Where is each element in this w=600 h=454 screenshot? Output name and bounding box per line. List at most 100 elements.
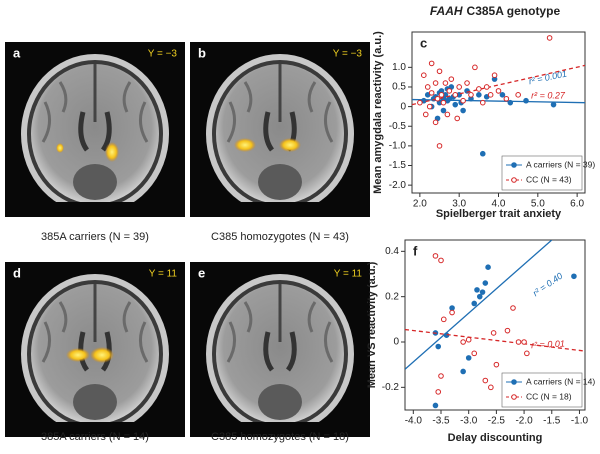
x-tick-label: -4.0 [405, 416, 423, 427]
point [456, 84, 462, 90]
x-tick-label: -1.0 [571, 416, 589, 427]
point [468, 92, 474, 98]
point [422, 111, 429, 118]
panel-caption: 385A carriers (N = 39) [41, 231, 149, 243]
legend-label: A carriers (N = 39) [526, 159, 595, 169]
legend-label: A carriers (N = 14) [526, 376, 595, 386]
point [442, 80, 449, 86]
point [435, 343, 442, 350]
point [471, 300, 478, 307]
slice-coordinate: Y = 11 [334, 269, 363, 280]
point [460, 339, 466, 345]
x-tick-label: 5.0 [531, 199, 545, 210]
point [499, 92, 506, 98]
point [428, 90, 435, 96]
fit-line [405, 328, 585, 352]
point [454, 115, 461, 122]
y-tick-label: 0.5 [392, 82, 406, 93]
point [428, 60, 435, 67]
point [420, 72, 427, 78]
brain-panel-e [190, 262, 370, 437]
point [432, 119, 439, 126]
figure-title: FAAH C385A genotype [430, 4, 561, 18]
point [476, 86, 482, 92]
point [449, 309, 455, 316]
point [452, 92, 459, 98]
point [482, 280, 489, 286]
point [426, 103, 433, 110]
panel-caption: 385A carriers (N = 14) [41, 431, 149, 443]
point [485, 264, 491, 271]
slice-coordinate: Y = −3 [148, 49, 178, 60]
y-tick-label: -1.0 [389, 141, 407, 152]
fit-line [412, 98, 585, 104]
point [515, 339, 522, 345]
panel-caption: C385 homozygotes (N = 18) [211, 431, 349, 443]
point [523, 97, 529, 104]
point [504, 327, 511, 334]
point [479, 99, 486, 106]
brain-panel-a [5, 42, 185, 217]
x-tick-label: -1.5 [543, 416, 561, 427]
x-tick-label: 3.0 [452, 199, 466, 210]
fit-line [405, 240, 553, 370]
x-tick-label: -3.5 [432, 416, 450, 427]
point [460, 97, 466, 104]
point [495, 88, 502, 94]
x-tick-label: -2.0 [515, 416, 533, 427]
panel-letter: f [413, 243, 418, 258]
point [571, 273, 577, 280]
point [465, 355, 472, 361]
y-tick-label: -1.5 [389, 160, 407, 171]
point [435, 389, 442, 395]
point [503, 95, 510, 102]
y-tick-label: 1.0 [392, 62, 406, 73]
legend-marker [511, 379, 517, 385]
point [432, 80, 439, 86]
panel-letter: a [13, 45, 21, 60]
x-tick-label: 2.0 [413, 199, 427, 210]
y-tick-label: -0.5 [389, 121, 407, 132]
point [444, 111, 451, 118]
point [471, 350, 478, 357]
brain-panel-d [5, 262, 185, 437]
legend-label: CC (N = 43) [526, 174, 572, 184]
x-axis-label: Spielberger trait anxiety [436, 208, 562, 220]
point [510, 305, 516, 311]
point [515, 92, 521, 98]
slice-coordinate: Y = −3 [333, 49, 363, 60]
point [507, 99, 514, 106]
point [482, 377, 489, 384]
point [488, 384, 494, 391]
y-axis-label: Mean VS reactivity (a.u.) [366, 261, 378, 388]
point [524, 350, 530, 357]
point [479, 150, 486, 157]
legend-label: CC (N = 18) [526, 391, 572, 401]
genotype: C385A genotype [467, 4, 561, 18]
point [436, 143, 443, 149]
legend-marker [511, 177, 517, 183]
y-tick-label: -2.0 [389, 180, 407, 191]
panel-letter: d [13, 265, 21, 280]
point [440, 107, 447, 114]
point [460, 107, 466, 114]
y-axis-label: Mean amygdala reactivity (a.u.) [372, 31, 384, 194]
fit-line [412, 64, 585, 106]
point [465, 336, 472, 343]
x-tick-label: 6.0 [570, 199, 584, 210]
legend-box [501, 155, 583, 191]
point [424, 84, 431, 90]
x-tick-label: -2.5 [488, 416, 506, 427]
fit-annotation: r² = 0.27 [531, 90, 566, 100]
panel-letter: e [198, 265, 205, 280]
gene: FAAH [430, 4, 463, 18]
point [476, 92, 482, 98]
point [550, 101, 557, 108]
point [487, 92, 494, 98]
point [448, 76, 455, 82]
y-tick-label: 0 [400, 101, 406, 112]
point [474, 287, 480, 293]
brain-panel-b [190, 42, 370, 217]
y-tick-label: 0.4 [385, 246, 399, 257]
